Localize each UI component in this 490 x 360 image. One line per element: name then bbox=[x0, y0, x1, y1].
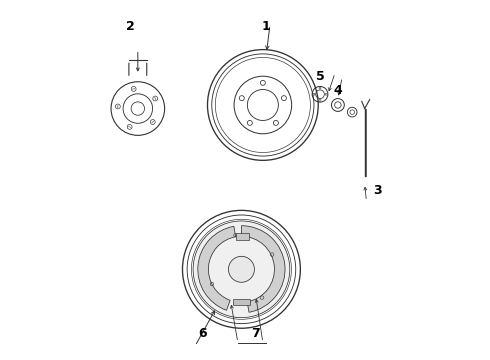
Wedge shape bbox=[198, 226, 236, 310]
Text: 1: 1 bbox=[262, 20, 271, 33]
Text: 4: 4 bbox=[334, 84, 342, 97]
Bar bbox=[233, 299, 250, 305]
Bar bbox=[236, 233, 249, 240]
Text: 6: 6 bbox=[198, 327, 206, 340]
Circle shape bbox=[193, 221, 290, 318]
Text: 7: 7 bbox=[251, 327, 260, 340]
Text: 2: 2 bbox=[126, 20, 135, 33]
Text: 5: 5 bbox=[316, 70, 324, 83]
Wedge shape bbox=[242, 226, 285, 312]
Text: 3: 3 bbox=[373, 184, 382, 197]
Circle shape bbox=[228, 256, 254, 282]
